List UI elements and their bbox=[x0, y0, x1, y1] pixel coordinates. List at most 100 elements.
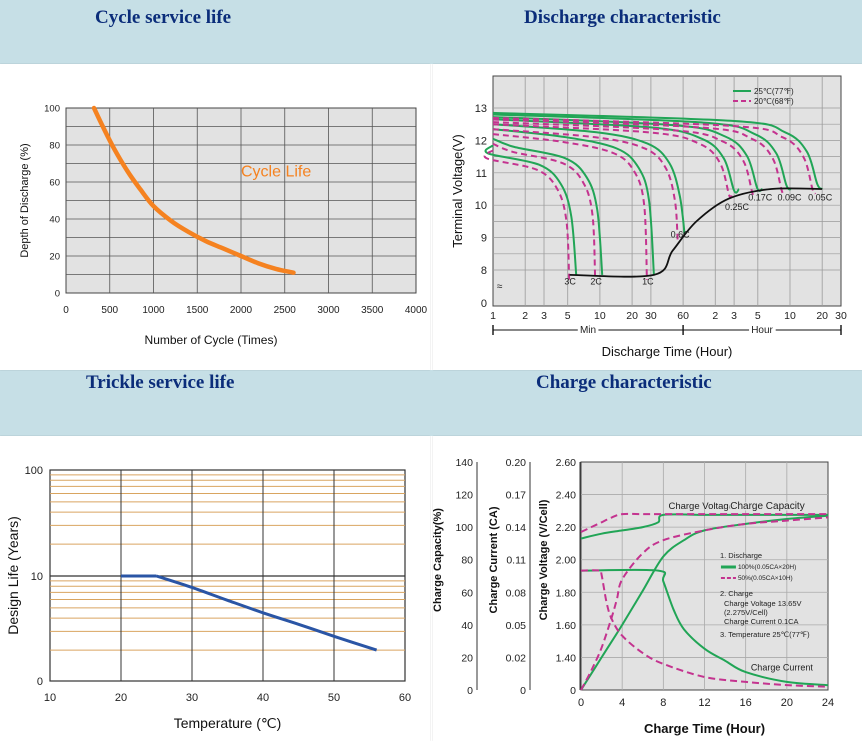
cycle-xtick-label: 0 bbox=[63, 305, 69, 316]
discharge-xtick-label: 3 bbox=[731, 310, 737, 322]
charge-note-line: 50%(0.05CA×10H) bbox=[738, 575, 793, 582]
cycle-xtick-label: 500 bbox=[101, 305, 118, 316]
discharge-plot-area bbox=[492, 75, 842, 307]
cycle-life-curve bbox=[91, 105, 296, 275]
discharge-curve-25c bbox=[492, 128, 655, 275]
charge-capacity-tick: 80 bbox=[461, 555, 473, 567]
charge-voltage-tick: 2.00 bbox=[556, 555, 577, 567]
charge-current-tick: 0.08 bbox=[506, 587, 527, 599]
charge-current-tick: 0.17 bbox=[506, 490, 527, 502]
charge-current-axis-label: Charge Current (CA) bbox=[488, 506, 500, 613]
discharge-rate-label: 0.17C bbox=[748, 192, 773, 202]
charge-capacity-tick: 140 bbox=[455, 457, 473, 469]
discharge-legend-label: 20℃(68℉) bbox=[754, 97, 794, 106]
discharge-chart-panel: 1 2 3 5 10 20 30 60 2 3 5 10 20 30 8 9 10 11 12 13 0 ≈3C 2C 1C 0… bbox=[433, 64, 862, 370]
charge-voltage-tick: 1.60 bbox=[556, 620, 577, 632]
discharge-xtick-label: 10 bbox=[784, 310, 796, 322]
trickle-life-curve bbox=[156, 574, 378, 652]
discharge-xtick-label: 30 bbox=[835, 310, 847, 322]
trickle-ytick-label: 10 bbox=[31, 571, 43, 583]
charge-xtick-label: 16 bbox=[740, 697, 752, 709]
discharge-rate-label: 0.25C bbox=[725, 202, 750, 212]
trickle-xtick-label: 40 bbox=[257, 692, 269, 704]
charge-xtick-label: 12 bbox=[698, 697, 710, 709]
discharge-rate-label: 0.09C bbox=[778, 192, 803, 202]
cycle-xtick-label: 4000 bbox=[405, 305, 428, 316]
discharge-section-title: Discharge characteristic bbox=[524, 7, 721, 28]
trickle-ytick-label: 100 bbox=[25, 465, 43, 477]
trickle-xtick-label: 20 bbox=[115, 692, 127, 704]
charge-capacity-tick: 120 bbox=[455, 490, 473, 502]
trickle-xtick-label: 10 bbox=[44, 692, 56, 704]
cycle-xtick-label: 3000 bbox=[317, 305, 340, 316]
discharge-curve-25c bbox=[484, 144, 578, 275]
discharge-axis-break: ≈ bbox=[497, 281, 503, 292]
discharge-curve-25c bbox=[492, 137, 604, 275]
trickle-chart-panel: 10 20 30 40 50 60 0 10 100 Temperature (℃) Design … bbox=[0, 436, 430, 741]
charge-voltage-label: Charge Voltage bbox=[668, 501, 734, 512]
discharge-rate-label: 2C bbox=[590, 277, 602, 287]
discharge-xtick-label: 10 bbox=[594, 310, 606, 322]
charge-note-line: 1. Discharge bbox=[720, 551, 762, 560]
discharge-curve-20c bbox=[492, 128, 679, 240]
trickle-y-axis-label: Design Life (Years) bbox=[5, 516, 21, 635]
cycle-xtick-label: 1000 bbox=[142, 305, 165, 316]
trickle-xtick-label: 30 bbox=[186, 692, 198, 704]
charge-xtick-label: 20 bbox=[781, 697, 793, 709]
cycle-chart: 0 500 1000 1500 2000 2500 3000 3500 4000 0 20 40 60 8… bbox=[19, 104, 428, 348]
discharge-rate-label: 0.6C bbox=[671, 230, 691, 240]
charge-x-axis-label: Charge Time (Hour) bbox=[644, 721, 765, 736]
cycle-ytick-label: 40 bbox=[49, 215, 60, 226]
discharge-curve-20c bbox=[492, 123, 733, 199]
top-title-band bbox=[0, 0, 862, 64]
charge-note-line: 3. Temperature 25℃(77℉) bbox=[720, 630, 810, 639]
discharge-ytick-label: 11 bbox=[476, 168, 487, 180]
charge-note-line: 100%(0.05CA×20H) bbox=[738, 564, 796, 571]
discharge-curve-25c bbox=[492, 118, 740, 194]
charge-current-tick: 0.20 bbox=[506, 457, 527, 469]
cycle-xtick-label: 2500 bbox=[274, 305, 297, 316]
discharge-y-axis-label: Terminal Voltage(V) bbox=[450, 134, 465, 247]
discharge-ytick-label: 9 bbox=[481, 233, 487, 245]
middle-title-band bbox=[0, 370, 862, 436]
cycle-ytick-label: 0 bbox=[55, 289, 60, 300]
charge-chart: 0 4 8 12 16 20 24 0 20 40 60 80 100 120 140 Charge Capa… bbox=[432, 457, 834, 736]
charge-voltage-tick: 1.80 bbox=[556, 587, 577, 599]
charge-voltage-tick: 2.20 bbox=[556, 522, 577, 534]
charge-capacity-axis-label: Charge Capacity(%) bbox=[432, 508, 444, 612]
charge-chart-panel: 0 4 8 12 16 20 24 0 20 40 60 80 100 120 140 Charge Capa… bbox=[432, 436, 862, 741]
charge-capacity-tick: 0 bbox=[467, 685, 473, 697]
charge-current-tick: 0.11 bbox=[506, 555, 526, 567]
trickle-xtick-label: 60 bbox=[399, 692, 411, 704]
trickle-xtick-label: 50 bbox=[328, 692, 340, 704]
charge-current-tick: 0 bbox=[520, 685, 526, 697]
discharge-xtick-label: 20 bbox=[626, 310, 638, 322]
discharge-xtick-label: 60 bbox=[677, 310, 689, 322]
discharge-ytick-label: 13 bbox=[475, 103, 487, 115]
charge-capacity-tick: 60 bbox=[461, 587, 473, 599]
charge-voltage-tick: 2.40 bbox=[556, 490, 577, 502]
cycle-y-axis-label: Depth of Discharge (%) bbox=[19, 143, 31, 257]
charge-xtick-label: 24 bbox=[822, 697, 834, 709]
discharge-range-hour-label: Hour bbox=[751, 325, 773, 336]
discharge-xtick-label: 3 bbox=[541, 310, 547, 322]
discharge-final-voltage-line bbox=[569, 187, 823, 278]
cycle-chart-panel: 0 500 1000 1500 2000 2500 3000 3500 4000 0 20 40 60 8… bbox=[0, 64, 430, 370]
cycle-ytick-label: 60 bbox=[49, 178, 60, 189]
discharge-curve-20c bbox=[483, 149, 571, 280]
discharge-xtick-label: 2 bbox=[522, 310, 528, 322]
trickle-x-axis-label: Temperature (℃) bbox=[174, 715, 282, 731]
discharge-ytick-label: 12 bbox=[475, 135, 487, 147]
discharge-curve-20c bbox=[492, 121, 757, 197]
charge-curve bbox=[580, 568, 829, 687]
charge-current-tick: 0.14 bbox=[506, 522, 527, 534]
discharge-xtick-label: 5 bbox=[755, 310, 761, 322]
cycle-ytick-label: 20 bbox=[49, 252, 60, 263]
cycle-xtick-label: 3500 bbox=[361, 305, 384, 316]
discharge-curve-25c bbox=[492, 123, 686, 235]
charge-voltage-axis-label: Charge Voltage (V/Cell) bbox=[538, 499, 550, 620]
charge-voltage-tick: 0 bbox=[570, 685, 576, 697]
cycle-section-title: Cycle service life bbox=[95, 7, 232, 28]
charge-xtick-label: 0 bbox=[578, 697, 584, 709]
cycle-x-axis-label: Number of Cycle (Times) bbox=[145, 333, 278, 347]
